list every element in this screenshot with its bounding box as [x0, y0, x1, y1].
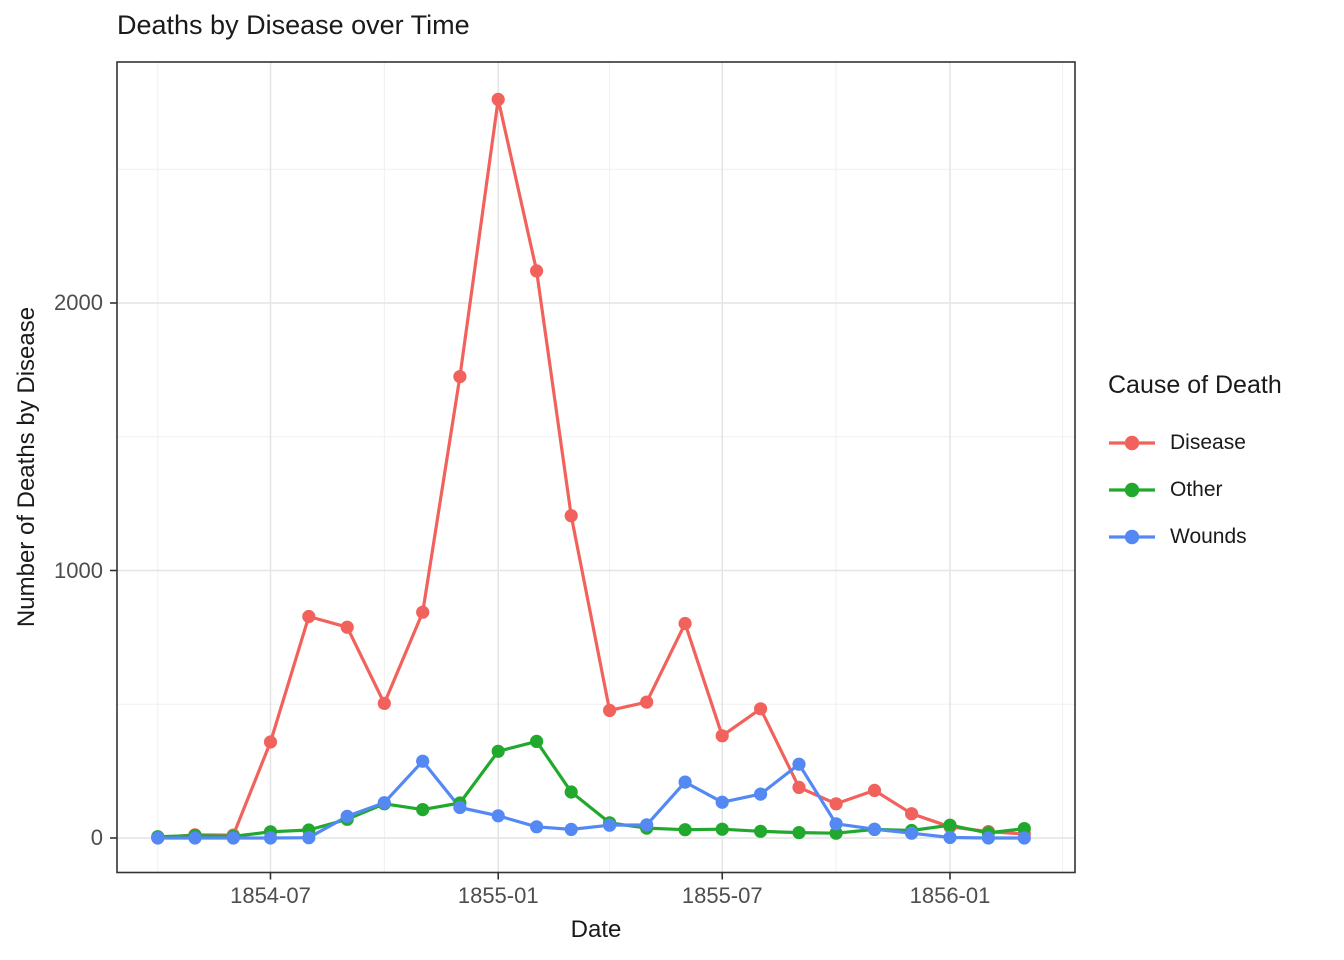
- legend-label-other: Other: [1170, 478, 1223, 501]
- legend-key-disease-icon: [1109, 435, 1155, 451]
- y-axis-title: Number of Deaths by Disease: [13, 307, 40, 628]
- legend-item-disease: Disease: [1108, 428, 1246, 458]
- y-tick-label-1000: 1000: [54, 557, 103, 583]
- legend: Cause of Death Disease Other Wounds: [1108, 371, 1282, 569]
- legend-key-other-icon: [1109, 482, 1155, 498]
- legend-title: Cause of Death: [1108, 371, 1282, 399]
- y-tick-label-2000: 2000: [54, 290, 103, 315]
- legend-key-wounds-icon: [1109, 529, 1155, 545]
- x-tick-label-1855-01: 1855-01: [457, 882, 539, 908]
- x-axis-title: Date: [570, 916, 622, 943]
- legend-item-wounds: Wounds: [1108, 522, 1247, 552]
- chart-title: Deaths by Disease over Time: [117, 10, 470, 40]
- x-tick-label-1854-07: 1854-07: [230, 882, 311, 908]
- legend-label-wounds: Wounds: [1170, 525, 1247, 548]
- x-tick-label-1855-07: 1855-07: [681, 882, 763, 908]
- legend-item-other: Other: [1108, 475, 1223, 505]
- x-tick-label-1856-01: 1856-01: [909, 882, 991, 908]
- legend-label-disease: Disease: [1170, 431, 1246, 454]
- y-tick-label-0: 0: [90, 825, 103, 850]
